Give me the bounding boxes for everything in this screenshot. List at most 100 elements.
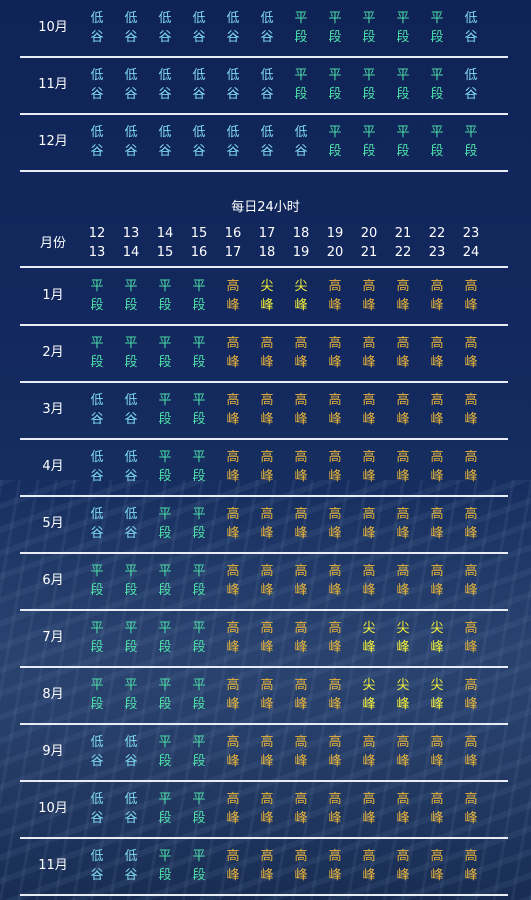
month-label: 6月: [42, 573, 64, 588]
tariff-cell-high: 高峰: [362, 735, 376, 769]
tariff-cell-low: 低谷: [124, 68, 138, 102]
tariff-cell-flat: 平段: [192, 735, 206, 769]
tariff-cell-peak: 尖峰: [396, 678, 410, 712]
tariff-cell-high: 高峰: [362, 792, 376, 826]
month-label: 8月: [42, 687, 64, 702]
tariff-cell-flat: 平段: [294, 11, 308, 45]
hour-range-header: 18 19: [292, 226, 310, 260]
tariff-cell-flat: 平段: [294, 68, 308, 102]
bottom-table-row: 7月平段平段平段平段高峰高峰高峰高峰尖峰尖峰尖峰高峰: [20, 610, 508, 668]
top-table-row: 10月低谷低谷低谷低谷低谷低谷平段平段平段平段平段低谷: [20, 0, 508, 58]
tariff-cell-peak: 尖峰: [396, 621, 410, 655]
hour-range-header: 17 18: [258, 226, 276, 260]
tariff-cell-high: 高峰: [430, 336, 444, 370]
tariff-cell-low: 低谷: [124, 507, 138, 541]
top-table-row: 11月低谷低谷低谷低谷低谷低谷平段平段平段平段平段低谷: [20, 57, 508, 115]
tariff-cell-flat: 平段: [430, 125, 444, 159]
tariff-cell-high: 高峰: [430, 507, 444, 541]
tariff-cell-peak: 尖峰: [260, 279, 274, 313]
tariff-cell-high: 高峰: [464, 735, 478, 769]
tariff-cell-peak: 尖峰: [362, 621, 376, 655]
tariff-cell-high: 高峰: [260, 621, 274, 655]
tariff-cell-high: 高峰: [328, 792, 342, 826]
tariff-cell-high: 高峰: [294, 450, 308, 484]
tariff-cell-low: 低谷: [124, 393, 138, 427]
tariff-cell-low: 低谷: [226, 11, 240, 45]
tariff-cell-high: 高峰: [328, 564, 342, 598]
tariff-cell-flat: 平段: [158, 792, 172, 826]
tariff-cell-high: 高峰: [328, 507, 342, 541]
tariff-cell-high: 高峰: [294, 792, 308, 826]
tariff-cell-flat: 平段: [192, 849, 206, 883]
tariff-cell-high: 高峰: [226, 678, 240, 712]
tariff-cell-flat: 平段: [158, 621, 172, 655]
month-label: 10月: [38, 801, 68, 816]
tariff-cell-high: 高峰: [464, 336, 478, 370]
tariff-cell-high: 高峰: [464, 393, 478, 427]
month-label: 5月: [42, 516, 64, 531]
tariff-cell-low: 低谷: [464, 11, 478, 45]
hour-range-header: 20 21: [360, 226, 378, 260]
bottom-table-row: 11月低谷低谷平段平段高峰高峰高峰高峰高峰高峰高峰高峰: [20, 838, 508, 896]
tariff-cell-flat: 平段: [192, 336, 206, 370]
tariff-cell-high: 高峰: [464, 450, 478, 484]
hour-range-header: 14 15: [156, 226, 174, 260]
tariff-cell-flat: 平段: [158, 393, 172, 427]
tariff-cell-high: 高峰: [430, 735, 444, 769]
tariff-cell-high: 高峰: [396, 564, 410, 598]
tariff-cell-high: 高峰: [396, 279, 410, 313]
tariff-cell-high: 高峰: [430, 279, 444, 313]
tariff-cell-low: 低谷: [124, 849, 138, 883]
tariff-cell-low: 低谷: [124, 125, 138, 159]
hour-range-header: 22 23: [428, 226, 446, 260]
hour-range-header: 12 13: [88, 226, 106, 260]
tariff-cell-high: 高峰: [362, 450, 376, 484]
tariff-cell-high: 高峰: [328, 393, 342, 427]
tariff-cell-high: 高峰: [362, 507, 376, 541]
tariff-cell-high: 高峰: [328, 621, 342, 655]
hour-range-header: 23 24: [462, 226, 480, 260]
tariff-cell-high: 高峰: [226, 450, 240, 484]
tariff-cell-flat: 平段: [90, 678, 104, 712]
tariff-cell-flat: 平段: [464, 125, 478, 159]
tariff-cell-peak: 尖峰: [294, 279, 308, 313]
tariff-cell-flat: 平段: [124, 621, 138, 655]
tariff-cell-low: 低谷: [226, 68, 240, 102]
month-label: 1月: [42, 288, 64, 303]
tariff-cell-low: 低谷: [124, 450, 138, 484]
month-label: 7月: [42, 630, 64, 645]
month-label: 11月: [38, 858, 68, 873]
tariff-cell-flat: 平段: [158, 849, 172, 883]
tariff-cell-high: 高峰: [226, 279, 240, 313]
tariff-cell-flat: 平段: [192, 450, 206, 484]
tariff-cell-high: 高峰: [328, 849, 342, 883]
tariff-cell-flat: 平段: [158, 336, 172, 370]
tariff-cell-high: 高峰: [362, 849, 376, 883]
tariff-cell-high: 高峰: [464, 792, 478, 826]
tariff-cell-high: 高峰: [260, 450, 274, 484]
tariff-cell-high: 高峰: [464, 507, 478, 541]
tariff-cell-low: 低谷: [124, 735, 138, 769]
tariff-cell-high: 高峰: [226, 507, 240, 541]
month-label: 2月: [42, 345, 64, 360]
tariff-cell-low: 低谷: [90, 68, 104, 102]
tariff-cell-high: 高峰: [430, 564, 444, 598]
hour-range-header: 19 20: [326, 226, 344, 260]
tariff-cell-flat: 平段: [396, 125, 410, 159]
tariff-cell-high: 高峰: [294, 678, 308, 712]
month-label: 11月: [38, 77, 68, 92]
tariff-cell-flat: 平段: [362, 68, 376, 102]
tariff-cell-high: 高峰: [328, 279, 342, 313]
tariff-cell-flat: 平段: [158, 735, 172, 769]
tariff-cell-flat: 平段: [192, 792, 206, 826]
tariff-cell-flat: 平段: [192, 393, 206, 427]
tariff-cell-flat: 平段: [158, 279, 172, 313]
tariff-cell-low: 低谷: [124, 11, 138, 45]
tariff-cell-flat: 平段: [396, 68, 410, 102]
tariff-cell-high: 高峰: [396, 735, 410, 769]
tariff-cell-high: 高峰: [226, 621, 240, 655]
tariff-cell-high: 高峰: [260, 336, 274, 370]
tariff-cell-high: 高峰: [430, 393, 444, 427]
tariff-cell-flat: 平段: [328, 11, 342, 45]
bottom-table-row: 6月平段平段平段平段高峰高峰高峰高峰高峰高峰高峰高峰: [20, 553, 508, 611]
